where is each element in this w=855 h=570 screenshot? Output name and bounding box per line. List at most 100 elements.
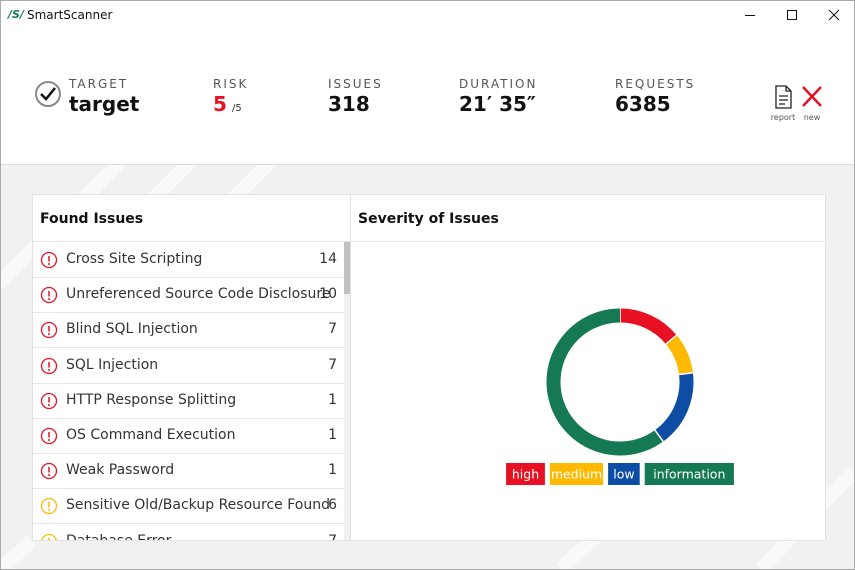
close[interactable]	[828, 9, 840, 21]
target-value: target	[69, 92, 140, 116]
issue-row[interactable]: OS Command Execution 1	[33, 418, 344, 454]
legend-label: high	[512, 467, 539, 482]
issue-name: HTTP Response Splitting	[66, 391, 237, 408]
issue-name: Sensitive Old/Backup Resource Found	[66, 497, 330, 514]
donut-segment	[665, 335, 693, 375]
found-issues-header: Found Issues	[33, 195, 351, 242]
icon-dot	[48, 368, 50, 371]
donut-segment	[619, 308, 677, 345]
severity-icon	[40, 392, 58, 409]
icon-dot	[48, 298, 50, 301]
legend-swatch	[644, 463, 734, 485]
issue-count: 1	[328, 427, 337, 443]
segment-gap	[665, 334, 678, 345]
icon-dot	[48, 509, 50, 512]
issue-count: 1	[328, 462, 337, 479]
icon-ring	[40, 322, 58, 339]
issue-row[interactable]: Blind SQL Injection 7	[33, 312, 344, 349]
issue-row[interactable]: HTTP Response Splitting 1	[33, 383, 344, 419]
icon-dot	[48, 403, 50, 406]
duration-label: DURATION	[459, 77, 538, 91]
issue-name: Weak Password	[66, 462, 175, 479]
issue-row[interactable]: Database Error 7	[33, 524, 344, 540]
risk-label: RISK	[213, 77, 249, 91]
icon-ring	[40, 498, 58, 515]
issue-row[interactable]: Sensitive Old/Backup Resource Found 6	[33, 488, 344, 525]
window-controls	[745, 9, 840, 21]
requests-label: REQUESTS	[615, 77, 696, 91]
issue-count: 7	[328, 356, 337, 373]
scrollbar[interactable]	[344, 242, 350, 540]
icon-dot	[48, 263, 50, 265]
severity-icon	[40, 463, 58, 480]
icon-dot	[48, 333, 50, 336]
issue-name: Cross Site Scripting	[66, 251, 203, 267]
severity-chart: high medium low information	[506, 308, 734, 485]
issue-name: OS Command Execution	[66, 427, 236, 443]
issue-count: 14	[319, 251, 337, 267]
risk: 5 /5	[213, 92, 242, 116]
duration-value: 21′ 35″	[459, 92, 536, 116]
maximize[interactable]	[787, 10, 797, 20]
donut-segment	[546, 308, 664, 456]
report-label: report	[770, 113, 796, 122]
icon-dot	[48, 474, 50, 477]
severity-icon	[40, 322, 58, 339]
icon-ring	[40, 287, 58, 304]
segment-gap	[678, 372, 694, 376]
issue-count: 7	[328, 533, 337, 540]
severity-icon	[40, 287, 58, 304]
issue-row[interactable]: SQL Injection 7	[33, 348, 344, 384]
requests-value: 6385	[615, 92, 671, 116]
issue-count: 6	[328, 497, 337, 514]
icon-dot	[48, 439, 50, 441]
severity-title: Severity of Issues	[358, 211, 499, 227]
issues-label: ISSUES	[328, 77, 383, 91]
issue-row[interactable]: Unreferenced Source Code Disclosure 10	[33, 277, 344, 314]
severity-header: Severity of Issues	[351, 195, 825, 242]
legend-label: information	[653, 467, 725, 482]
summary-header: TARGET target RISK 5 /5 ISSUES 318 DURAT…	[1, 31, 854, 165]
risk-value: 5	[213, 92, 227, 116]
donut-segment	[654, 372, 694, 442]
severity-icon	[41, 533, 57, 540]
legend-swatch	[549, 463, 604, 485]
app-logo: /S/	[8, 8, 24, 21]
app-title: SmartScanner	[27, 8, 113, 22]
new-button[interactable]: new	[799, 85, 825, 125]
icon-ring	[40, 392, 58, 409]
icon-ring	[40, 251, 58, 269]
report-icon	[775, 85, 792, 109]
issue-name: Blind SQL Injection	[66, 321, 198, 338]
issue-name: Unreferenced Source Code Disclosure	[66, 286, 331, 303]
found-issues-title: Found Issues	[40, 211, 144, 227]
icon-ring	[40, 463, 58, 480]
issue-name: SQL Injection	[66, 356, 159, 373]
issue-count: 7	[328, 321, 337, 338]
issue-count: 1	[328, 391, 337, 408]
issue-row[interactable]: Cross Site Scripting 14	[33, 242, 344, 278]
severity-icon	[40, 251, 58, 269]
target-label: TARGET	[69, 77, 129, 91]
legend-label: medium	[551, 467, 602, 482]
risk-suffix: /5	[232, 103, 242, 114]
issue-count: 10	[319, 286, 337, 303]
issue-name: Database Error	[66, 533, 171, 540]
legend-swatch	[608, 463, 640, 485]
icon-ring	[40, 357, 58, 374]
new-icon	[802, 86, 822, 107]
severity-icon	[40, 498, 58, 515]
title-bar: /S/ SmartScanner	[1, 1, 854, 31]
segment-gap	[654, 429, 664, 442]
issues-list[interactable]: Cross Site Scripting 14 Unreferenced Sourc…	[33, 242, 351, 540]
icon-ring	[40, 427, 58, 445]
legend-label: low	[613, 467, 634, 482]
severity-icon	[40, 357, 58, 374]
icon-ring	[41, 533, 57, 540]
panel: Found Issues Severity of Issues Cross Si…	[32, 194, 826, 541]
report-button[interactable]: report	[767, 85, 799, 125]
issues-value: 318	[328, 92, 370, 116]
issue-row[interactable]: Weak Password 1	[33, 453, 344, 490]
legend-swatch	[506, 463, 545, 485]
